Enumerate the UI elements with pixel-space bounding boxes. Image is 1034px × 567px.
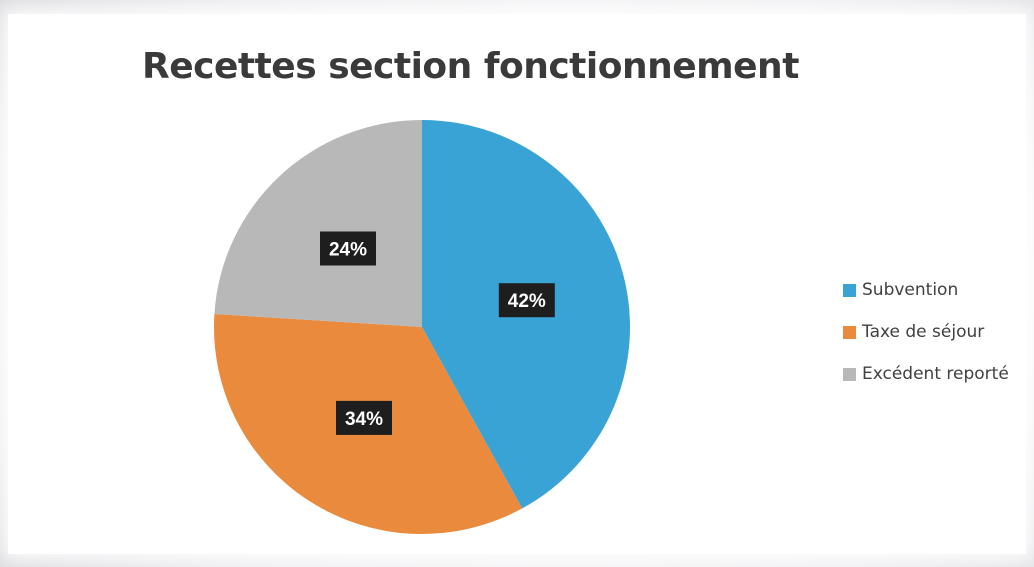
data-label-box <box>320 231 376 266</box>
legend-swatch <box>843 367 856 381</box>
legend-swatch <box>843 283 856 297</box>
legend-item-taxe-de-sejour: Taxe de séjour <box>843 322 1033 342</box>
data-label-box <box>336 400 392 435</box>
legend-label: Excédent reporté <box>862 364 1009 384</box>
legend-label: Taxe de séjour <box>862 322 985 342</box>
data-label-box <box>498 283 555 318</box>
legend-item-excedent-reporte: Excédent reporté <box>843 364 1033 384</box>
data-label-text: 42% <box>508 291 546 312</box>
data-label-text: 24% <box>329 240 367 261</box>
data-label-text: 34% <box>345 409 383 430</box>
data-label-1: 34% <box>336 400 392 435</box>
pie-data-labels: 42% 34% 24% <box>320 231 555 435</box>
chart-title: Recettes section fonctionnement <box>142 46 799 87</box>
legend-item-subvention: Subvention <box>843 280 1033 300</box>
legend-label: Subvention <box>862 280 959 300</box>
data-label-2: 24% <box>320 231 376 266</box>
chart-legend: Subvention Taxe de séjour Excédent repor… <box>843 280 1033 406</box>
pie-slice-2 <box>214 120 422 327</box>
legend-swatch <box>843 325 856 339</box>
pie-slices <box>213 120 631 535</box>
data-label-0: 42% <box>498 283 555 318</box>
